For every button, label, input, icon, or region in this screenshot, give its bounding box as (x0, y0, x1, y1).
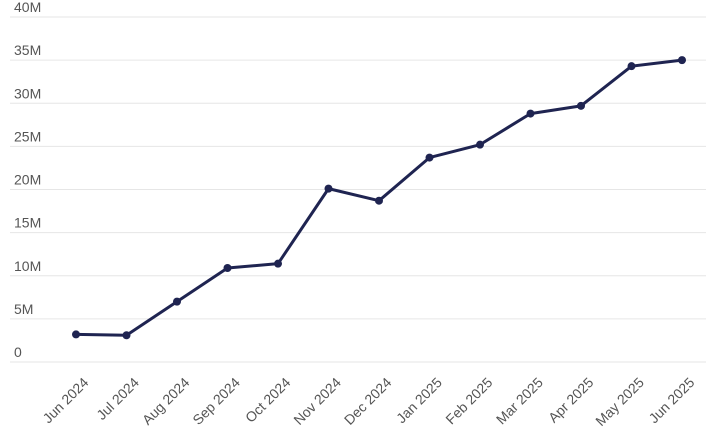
y-tick-label: 15M (14, 215, 41, 231)
point (678, 56, 686, 65)
point (577, 101, 585, 110)
y-tick-label: 0 (14, 344, 22, 360)
x-tick-label: Apr 2025 (545, 374, 597, 426)
point (72, 330, 80, 339)
x-tick-label: Oct 2024 (242, 374, 294, 426)
y-tick-label: 25M (14, 128, 41, 144)
point (223, 263, 232, 272)
point (274, 259, 282, 268)
point (476, 140, 484, 149)
x-tick-label: Nov 2024 (290, 374, 344, 428)
x-tick-label: Jan 2025 (393, 374, 445, 426)
point (526, 109, 535, 118)
y-tick-label: 35M (14, 42, 41, 58)
point (324, 184, 333, 193)
x-tick-label: Sep 2024 (189, 374, 243, 428)
y-tick-label: 30M (14, 85, 41, 101)
x-tick-label: Jun 2025 (645, 374, 697, 426)
point (627, 62, 636, 71)
point (425, 153, 434, 162)
x-tick-label: Feb 2025 (442, 374, 495, 427)
point (122, 331, 131, 340)
x-tick-label: Aug 2024 (139, 374, 193, 428)
x-tick-label: Jul 2024 (93, 374, 142, 423)
point (173, 297, 181, 306)
x-tick-label: Mar 2025 (493, 374, 546, 427)
y-tick-label: 40M (14, 0, 41, 15)
y-tick-label: 5M (14, 301, 33, 317)
x-tick-label: Dec 2024 (341, 374, 395, 428)
x-tick-label: Jun 2024 (39, 374, 91, 426)
point (375, 196, 383, 205)
y-tick-label: 20M (14, 172, 41, 188)
y-tick-label: 10M (14, 258, 41, 274)
x-tick-label: May 2025 (592, 374, 647, 429)
